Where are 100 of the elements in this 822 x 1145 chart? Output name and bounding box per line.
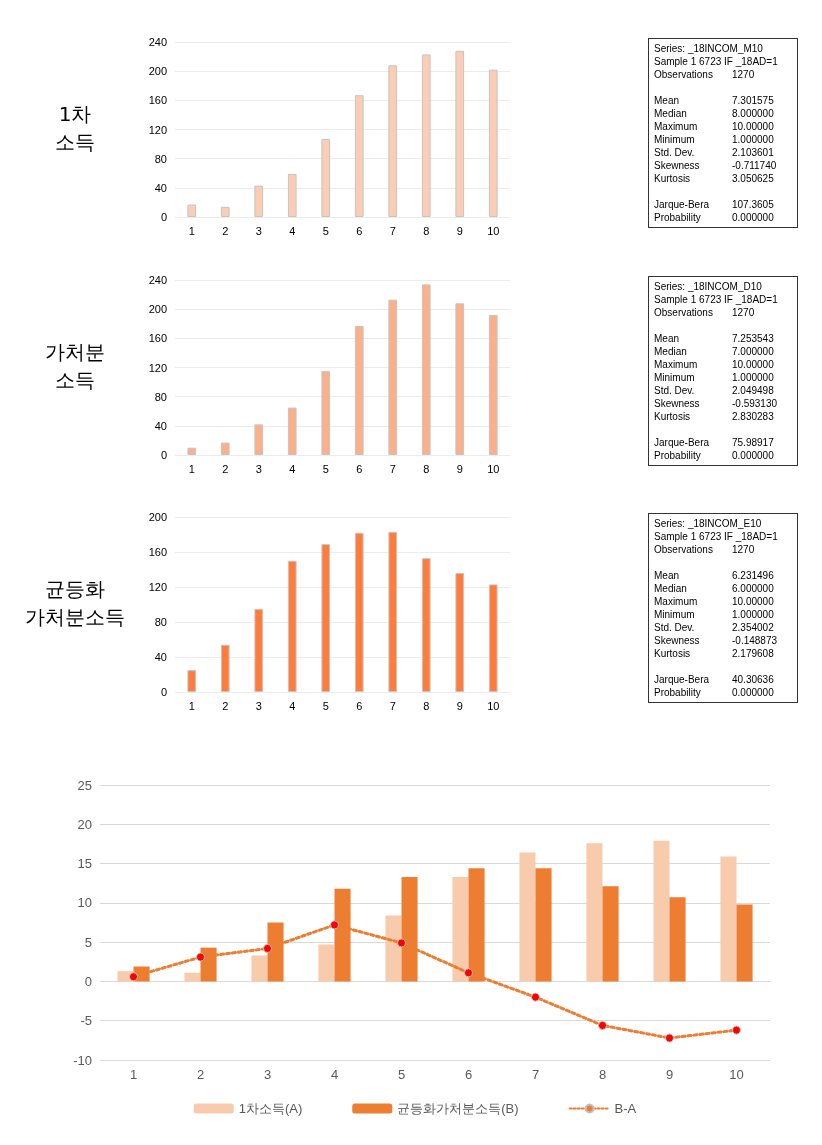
text: Probability 0.000000 (654, 450, 774, 461)
x-tick-label: 1 (188, 462, 195, 475)
bar (736, 904, 753, 982)
x-tick-label: 10 (729, 1067, 744, 1082)
point (732, 1025, 741, 1035)
bar (421, 558, 431, 692)
point (263, 943, 272, 953)
text: Jarque-Bera 75.98917 (654, 437, 774, 448)
bar (354, 325, 364, 455)
text: Std. Dev. 2.354002 (654, 622, 774, 633)
y-tick-label: 0 (160, 211, 167, 223)
text: Jarque-Bera 107.3605 (654, 199, 774, 210)
x-tick-label: 4 (330, 1067, 339, 1082)
point (665, 1033, 674, 1043)
text: Probability 0.000000 (654, 687, 774, 698)
bar (321, 138, 331, 217)
bar (287, 173, 297, 217)
bar (187, 670, 197, 692)
x-tick-label: 6 (356, 699, 363, 712)
bar (321, 371, 331, 455)
x-tick-label: 1 (188, 224, 195, 237)
y-tick-label: 40 (154, 419, 167, 432)
text: Probability 0.000000 (654, 212, 774, 223)
y-tick-label: 5 (84, 934, 92, 950)
y-tick-label: -5 (80, 1013, 92, 1029)
x-tick-label: 9 (456, 224, 463, 237)
legend-label: 균등화가처분소득(B) (397, 1101, 519, 1116)
point (196, 952, 205, 962)
text: Series: _18INCOM_D10 (654, 280, 763, 293)
text: Median 7.000000 (654, 346, 774, 357)
x-tick-label: 7 (389, 462, 396, 475)
y-tick-label: 25 (77, 777, 92, 793)
x-tick-label: 1 (188, 699, 195, 712)
bar (287, 560, 297, 692)
x-tick-label: 2 (196, 1067, 205, 1082)
x-tick-label: 2 (222, 462, 229, 475)
x-tick-label: 6 (464, 1067, 473, 1082)
y-tick-label: 160 (148, 94, 167, 107)
text: Minimum 1.000000 (654, 134, 774, 145)
y-tick-label: 120 (148, 123, 167, 136)
y-tick-label: 240 (148, 274, 167, 286)
y-tick-label: 80 (154, 616, 167, 628)
point (598, 1020, 607, 1030)
x-tick-label: 6 (356, 462, 363, 475)
y-tick-label: 0 (160, 449, 167, 461)
text: Series: _18INCOM_M10 (654, 42, 764, 55)
bar (388, 299, 398, 455)
bar (488, 584, 498, 692)
y-tick-label: 200 (148, 511, 167, 523)
text: Sample 1 6723 IF _18AD=1 (654, 293, 779, 306)
y-tick-label: 200 (148, 65, 167, 78)
point (464, 968, 473, 978)
text: Sample 1 6723 IF _18AD=1 (654, 530, 779, 543)
bar (220, 644, 230, 692)
bar (421, 284, 431, 455)
bar (220, 206, 230, 217)
bar (653, 840, 670, 982)
point (397, 938, 406, 948)
bar (519, 852, 536, 982)
y-tick-label: 80 (154, 390, 167, 403)
bar (455, 303, 465, 455)
bar (421, 54, 431, 217)
x-tick-label: 7 (531, 1067, 540, 1082)
text: Minimum 1.000000 (654, 609, 774, 620)
bar (254, 608, 264, 692)
bar (220, 442, 230, 455)
x-tick-label: 4 (289, 224, 296, 237)
point (129, 972, 138, 982)
y-tick-label: 40 (154, 651, 167, 663)
text: Mean 7.301575 (654, 95, 774, 106)
text: Jarque-Bera 40.30636 (654, 674, 774, 685)
x-tick-label: 8 (423, 462, 430, 475)
x-tick-label: 9 (456, 699, 463, 712)
x-tick-label: 3 (255, 699, 262, 712)
bar (586, 843, 603, 982)
text: Observations 1270 (654, 69, 755, 80)
y-tick-label: 160 (148, 332, 167, 345)
bar (354, 532, 364, 692)
bar (488, 315, 498, 455)
x-tick-label: 7 (389, 224, 396, 237)
x-tick-label: 10 (487, 224, 500, 237)
bar (388, 531, 398, 692)
legend-label: B-A (614, 1101, 637, 1116)
bar (251, 955, 268, 982)
bar (388, 65, 398, 217)
y-tick-label: 20 (77, 816, 92, 832)
text: Kurtosis 2.179608 (654, 648, 774, 659)
x-tick-label: 1 (129, 1067, 138, 1082)
text: 가처분 소득 (44, 338, 106, 394)
bar (354, 95, 364, 217)
legend-label: 1차소득(A) (238, 1101, 303, 1116)
y-tick-label: 15 (77, 856, 92, 872)
text: Maximum 10.00000 (654, 359, 774, 370)
x-tick-label: 5 (322, 224, 329, 237)
text: 균등화 가처분소득 (24, 575, 126, 631)
x-tick-label: 5 (322, 462, 329, 475)
text: Median 8.000000 (654, 108, 774, 119)
bar (321, 544, 331, 692)
text: Maximum 10.00000 (654, 121, 774, 132)
text: Skewness -0.711740 (654, 160, 777, 171)
